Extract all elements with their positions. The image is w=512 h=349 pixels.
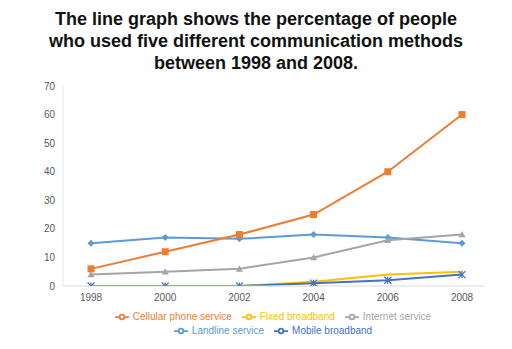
html-text:Fixed broadband: Fixed broadband <box>259 310 335 322</box>
svg-text:50: 50 <box>44 138 56 149</box>
svg-text:1998: 1998 <box>80 292 103 303</box>
html-text:Mobile broadband: Mobile broadband <box>292 324 373 336</box>
svg-text:70: 70 <box>44 81 56 92</box>
svg-text:2004: 2004 <box>302 292 325 303</box>
svg-text:0: 0 <box>49 281 55 292</box>
svg-text:20: 20 <box>44 223 56 234</box>
svg-text:2002: 2002 <box>228 292 251 303</box>
html-text:The line graph shows the perce: The line graph shows the percentage of p… <box>49 9 463 73</box>
html-text:Landline service: Landline service <box>191 324 265 336</box>
svg-text:2000: 2000 <box>154 292 177 303</box>
svg-text:60: 60 <box>44 109 56 120</box>
svg-text:2006: 2006 <box>377 292 400 303</box>
html-text:Internet service: Internet service <box>362 310 432 322</box>
svg-text:30: 30 <box>44 195 56 206</box>
svg-text:2008: 2008 <box>451 292 474 303</box>
svg-text:10: 10 <box>44 252 56 263</box>
html-text:Cellular phone service: Cellular phone service <box>132 310 232 322</box>
svg-text:40: 40 <box>44 166 56 177</box>
